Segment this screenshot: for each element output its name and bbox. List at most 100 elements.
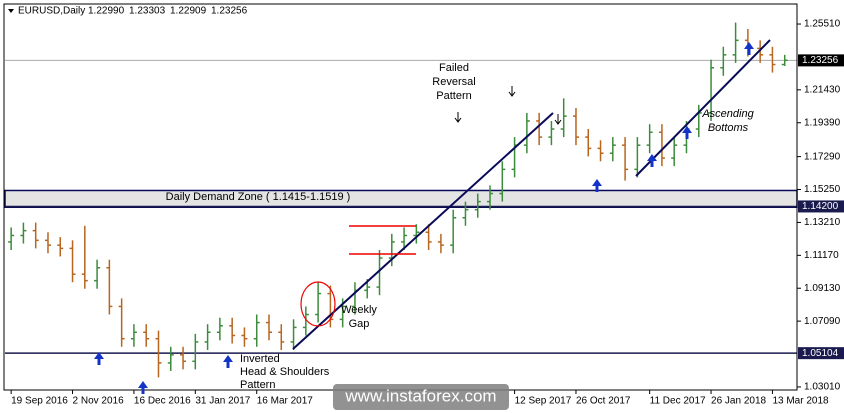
- ohlc-bar: [462, 201, 469, 226]
- ohlc-bar: [560, 98, 567, 138]
- annotation: Pattern: [436, 90, 471, 102]
- ohlc-bar: [757, 40, 764, 63]
- axes: 1.25510 1.21430 1.19390 1.17290 1.15250 1.132…: [10, 19, 844, 407]
- annotation: Head & Shoulders: [240, 366, 330, 378]
- ohlc-bar: [20, 222, 27, 244]
- ohlc-bar: [536, 112, 543, 146]
- ohlc-bar: [204, 324, 211, 350]
- y-tick-label: 1.13210: [804, 217, 841, 228]
- x-tick-label: 26 Oct 2017: [576, 396, 631, 407]
- level-box: [798, 54, 844, 67]
- ohlc-bar: [437, 233, 444, 254]
- x-tick-label: 13 Mar 2018: [772, 396, 829, 407]
- ohlc-bar: [634, 137, 641, 178]
- ohlc-bar: [229, 317, 236, 344]
- down-arrow: [554, 114, 562, 125]
- up-arrow: [223, 355, 233, 368]
- ohlc-bar: [216, 317, 223, 341]
- ohlc-bar: [609, 137, 616, 162]
- ohlc-bar: [499, 161, 506, 202]
- annotation: Bottoms: [708, 122, 749, 134]
- ohlc-bar: [130, 324, 137, 347]
- annotation: Failed: [439, 62, 469, 74]
- ohlc-bar: [266, 314, 272, 341]
- quote-close: 1.23256: [211, 6, 248, 17]
- x-tick-label: 16 Dec 2016: [134, 396, 191, 407]
- watermark: www.instaforex.com: [344, 386, 496, 405]
- y-tick-label: 1.17290: [804, 151, 841, 162]
- ohlc-bar: [388, 233, 395, 267]
- ohlc-bar: [290, 319, 297, 350]
- level-label: 1.05104: [802, 348, 839, 359]
- up-arrow: [682, 126, 692, 139]
- ohlc-bar: [118, 298, 125, 347]
- watermark-box: [333, 384, 509, 410]
- ohlc-bar: [450, 209, 457, 254]
- level-label: 1.23256: [802, 55, 839, 66]
- y-tick-label: 1.25510: [804, 19, 841, 30]
- arrows: [94, 42, 754, 394]
- x-tick-label: 31 Jan 2017: [195, 396, 250, 407]
- ohlc-bar: [253, 314, 260, 347]
- annotation: Gap: [349, 318, 370, 330]
- ohlc-bar: [769, 46, 776, 73]
- ohlc-bar: [376, 250, 383, 296]
- up-arrow: [592, 179, 602, 192]
- gap-circle: [300, 281, 336, 327]
- annotation: Weekly: [341, 304, 377, 316]
- ohlc-bar: [646, 124, 653, 154]
- ohlc-bar: [180, 346, 187, 370]
- x-tick-label: 11 Dec 2017: [650, 396, 706, 407]
- level-box: [798, 200, 844, 213]
- ohlc-bar: [548, 120, 555, 146]
- y-tick-label: 1.09130: [804, 283, 841, 294]
- ohlc-bar: [474, 193, 481, 218]
- ohlc-bar: [487, 185, 494, 210]
- ohlc-bar: [781, 54, 788, 66]
- ohlc-bar: [69, 240, 76, 283]
- ohlc-bar: [585, 129, 592, 157]
- ohlc-bar: [57, 237, 64, 257]
- y-tick-label: 1.19390: [804, 117, 841, 128]
- up-arrow: [744, 42, 754, 55]
- ohlc-bar: [155, 330, 162, 378]
- x-tick-label: 12 Sep 2017: [515, 396, 572, 407]
- ohlc-bar: [8, 227, 15, 250]
- quote-high: 1.23303: [129, 6, 166, 17]
- level-box: [798, 347, 844, 360]
- ohlc-bar: [192, 333, 199, 370]
- ohlc-bar: [720, 46, 727, 76]
- up-arrow: [94, 352, 104, 365]
- ohlc-bar: [425, 224, 432, 250]
- quote-low: 1.22909: [170, 6, 207, 17]
- y-tick-label: 1.21430: [804, 84, 841, 95]
- ohlc-bar: [278, 324, 285, 350]
- up-arrow: [138, 381, 148, 394]
- ohlc-bar: [708, 59, 715, 121]
- ohlc-bar: [622, 137, 629, 181]
- annotation: Pattern: [240, 379, 275, 391]
- y-tick-label: 1.11170: [804, 250, 839, 261]
- x-tick-label: 19 Sep 2016: [11, 396, 68, 407]
- y-tick-label: 1.15250: [804, 184, 841, 195]
- symbol: EURUSD,Daily: [18, 6, 85, 17]
- ohlc-bar: [523, 112, 530, 154]
- ohlc-bar: [167, 346, 174, 371]
- trend-line: [292, 112, 554, 350]
- down-arrow: [508, 86, 516, 97]
- x-tick-label: 16 Mar 2017: [257, 396, 314, 407]
- demand-zone: [4, 189, 798, 209]
- y-tick-label: 1.07090: [804, 316, 841, 327]
- level-label: 1.14200: [802, 201, 839, 212]
- down-arrow: [454, 112, 462, 123]
- zone-label: Daily Demand Zone ( 1.1415-1.1519 ): [166, 191, 351, 203]
- down-arrows: [454, 86, 562, 125]
- x-tick-label: 26 Jan 2018: [711, 396, 766, 407]
- y-tick-label: 1.03010: [804, 382, 841, 393]
- ohlc-bar: [413, 224, 420, 244]
- ohlc-bar: [671, 137, 678, 167]
- quote-open: 1.22990: [88, 6, 125, 17]
- ohlc-bar: [401, 227, 408, 250]
- annotation: Inverted: [240, 353, 280, 365]
- ohlc-bar: [302, 306, 309, 336]
